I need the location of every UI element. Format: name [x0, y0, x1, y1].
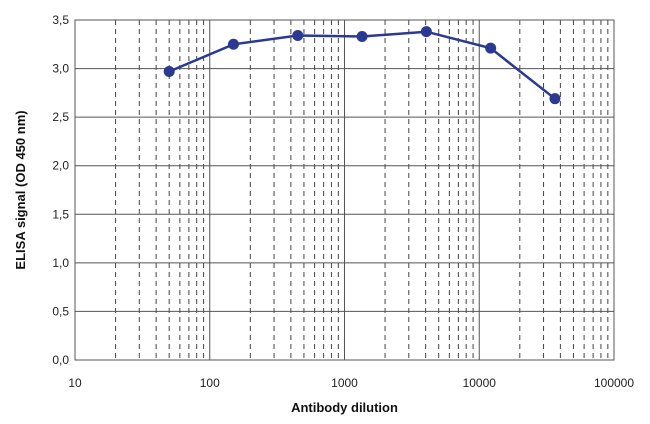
y-tick-label: 2,5: [52, 110, 69, 124]
y-tick-label: 0,5: [52, 304, 69, 318]
x-tick-label: 10: [68, 376, 82, 390]
y-tick-label: 2,0: [52, 159, 69, 173]
plot-frame: [74, 19, 615, 361]
y-tick-label: 1,5: [52, 207, 69, 221]
data-points: [163, 26, 561, 105]
x-axis-title: Antibody dilution: [291, 400, 398, 415]
data-point: [163, 65, 175, 77]
y-tick-label: 0,0: [52, 353, 69, 367]
data-point: [485, 42, 497, 54]
data-point: [356, 31, 368, 43]
x-tick-label: 100: [200, 376, 220, 390]
y-tick-labels: 0,0 0,5 1,0 1,5 2,0 2,5 3,0 3,5: [52, 13, 69, 367]
minor-grid: [115, 20, 609, 360]
y-tick-label: 3,0: [52, 62, 69, 76]
x-tick-labels: 10 100 1000 10000 100000: [68, 376, 634, 390]
data-point: [227, 38, 239, 50]
y-tick-label: 1,0: [52, 256, 69, 270]
x-tick-label: 100000: [594, 376, 634, 390]
data-point: [549, 93, 561, 105]
y-axis-title: ELISA signal (OD 450 nm): [13, 110, 28, 269]
data-point: [420, 26, 432, 38]
x-tick-label: 10000: [463, 376, 497, 390]
x-tick-label: 1000: [331, 376, 358, 390]
y-tick-label: 3,5: [52, 13, 69, 27]
data-point: [292, 30, 304, 42]
